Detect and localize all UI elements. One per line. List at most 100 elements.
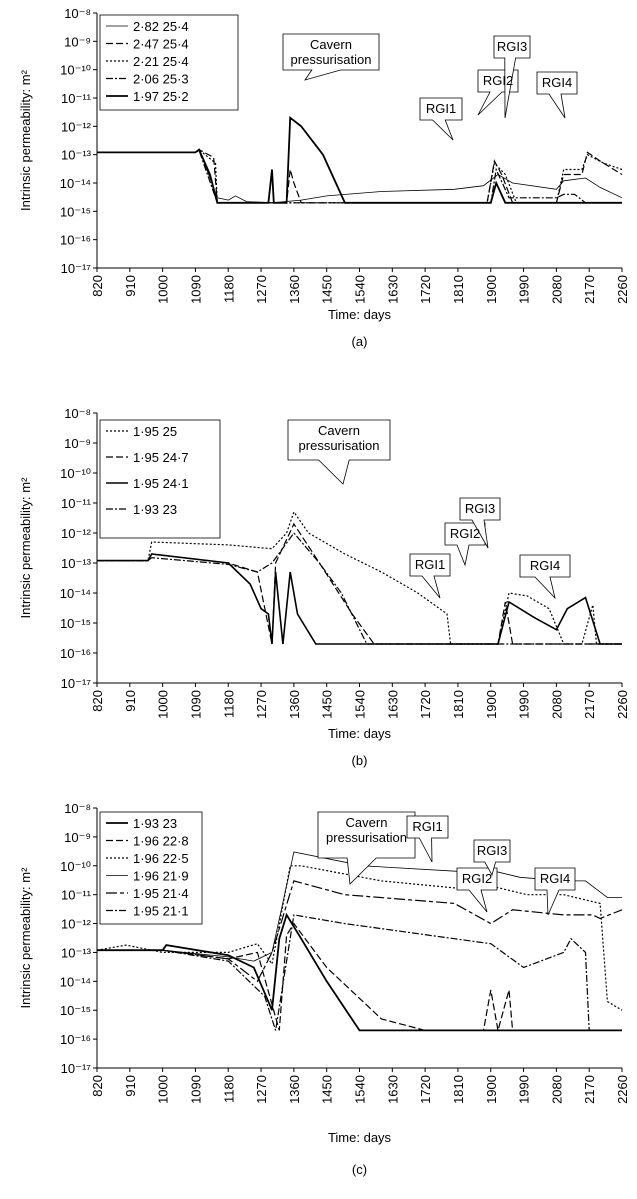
x-tick-label: 1000 [156,275,171,304]
series-line [97,914,622,1031]
x-axis-label: Time: days [328,1130,392,1145]
series-line [97,148,623,204]
panel-label: (a) [352,334,368,349]
legend-label: 1·95 24·1 [133,476,189,491]
legend-label: 1·95 25 [133,424,177,439]
legend-label: 2·82 25·4 [133,19,189,34]
callout-box [519,554,571,600]
y-tick-label: 10⁻⁹ [64,830,91,845]
y-tick-label: 10⁻¹⁵ [60,204,91,219]
x-tick-label: 2080 [549,275,564,304]
annotation: RGI2 [482,73,514,88]
legend-label: 1·95 21·1 [133,904,189,919]
x-tick-label: 1180 [221,275,236,303]
x-tick-label: 1360 [287,275,302,304]
x-tick-label: 1270 [254,1075,269,1104]
annotation: RGI1 [412,819,443,834]
y-tick-label: 10⁻⁹ [64,436,91,451]
y-tick-label: 10⁻⁸ [64,801,91,816]
x-tick-label: 2260 [615,690,630,719]
y-tick-label: 10⁻¹⁴ [60,176,91,191]
legend-label: 1·93 23 [133,502,177,517]
annotation: RGI2 [461,871,493,886]
y-axis-label: Intrinsic permeability: m² [18,477,33,619]
x-tick-label: 1720 [418,275,433,304]
x-tick-label: 1270 [254,275,269,304]
annotation: Cavern pressurisation [326,815,407,845]
y-tick-label: 10⁻⁸ [64,6,91,21]
series-line [97,880,623,983]
annotation: Cavern pressurisation [290,37,372,67]
x-tick-label: 1360 [287,1075,302,1104]
x-tick-label: 910 [123,1075,138,1097]
x-tick-label: 1810 [451,275,466,304]
series-line [97,148,623,204]
series-line [97,532,622,645]
x-tick-label: 2260 [615,1075,630,1104]
y-tick-label: 10⁻¹⁰ [60,466,91,481]
series-line [97,149,622,204]
x-tick-label: 820 [90,1075,105,1097]
x-tick-label: 1450 [320,690,335,719]
y-tick-label: 10⁻¹⁵ [60,1003,91,1018]
x-tick-label: 1360 [287,690,302,719]
callout-box [409,553,451,599]
x-tick-label: 820 [90,690,105,712]
legend-label: 2·21 25·4 [133,54,189,69]
y-tick-label: 10⁻¹³ [61,945,92,960]
panel-label: (b) [352,753,368,768]
legend-label: 1·97 25·2 [133,89,189,104]
annotation: RGI4 [541,75,573,90]
x-tick-label: 1900 [484,690,499,719]
callout-box [473,839,511,877]
y-tick-label: 10⁻¹⁵ [60,616,91,631]
callout-box [456,867,498,913]
x-tick-label: 1000 [156,1075,171,1104]
legend-label: 2·47 25·4 [133,37,189,52]
x-tick-label: 1090 [188,275,203,304]
x-tick-label: 1900 [484,1075,499,1104]
legend-label: 1·96 21·9 [133,869,189,884]
x-tick-label: 2170 [582,1075,597,1104]
y-tick-label: 10⁻¹⁴ [60,974,91,989]
annotation: Cavern pressurisation [298,423,380,453]
y-tick-label: 10⁻¹³ [61,556,92,571]
callout-box [534,867,576,916]
y-tick-label: 10⁻¹² [61,119,92,134]
x-tick-label: 1180 [221,690,236,718]
series-line [97,116,622,204]
series-line [97,553,622,645]
callout-box [287,419,391,485]
x-tick-label: 1630 [385,275,400,304]
callout-box [282,33,380,81]
series-line [97,922,622,1031]
x-tick-label: 1900 [484,275,499,304]
y-tick-label: 10⁻¹⁷ [61,676,92,691]
legend-label: 1·95 21·4 [133,886,189,901]
y-tick-label: 10⁻¹⁰ [60,859,91,874]
callout-box [419,97,463,141]
x-tick-label: 1540 [353,1075,368,1104]
series-line [97,851,622,962]
x-tick-label: 1630 [385,1075,400,1104]
x-tick-label: 1540 [353,690,368,719]
x-tick-label: 2260 [615,275,630,304]
x-tick-label: 1810 [451,690,466,719]
x-tick-label: 1990 [517,275,532,304]
callout-box [406,815,449,863]
legend-label: 1·96 22·8 [133,834,189,849]
callout-box [459,497,501,549]
annotation: RGI4 [539,871,571,886]
x-tick-label: 820 [90,275,105,297]
series-line [97,148,623,204]
x-tick-label: 910 [123,275,138,297]
y-tick-label: 10⁻¹⁷ [61,1061,92,1076]
y-tick-label: 10⁻¹¹ [61,496,92,511]
x-tick-label: 1270 [254,690,269,719]
x-tick-label: 1720 [418,690,433,719]
y-tick-label: 10⁻⁹ [64,34,91,49]
x-tick-label: 910 [123,690,138,712]
x-tick-label: 2170 [582,690,597,719]
